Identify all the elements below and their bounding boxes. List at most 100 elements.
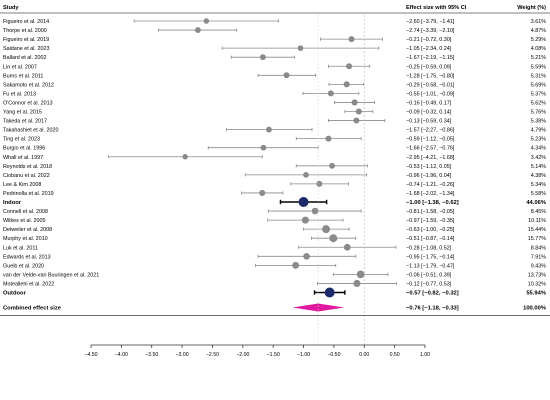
study-effect-ci: −0.97 [−1.59, −0.35]	[406, 218, 455, 224]
overall-effect-ci: −0.76 [−1.18, −0.33]	[406, 306, 459, 312]
study-marker	[355, 108, 362, 115]
study-effect-ci: −0.29 [−0.58, −0.01]	[406, 82, 455, 88]
study-effect-ci: −2.95 [−4.21, −1.68]	[406, 155, 455, 161]
study-effect-ci: −1.13 [−1.79, −0.47]	[406, 263, 455, 269]
study-effect-ci: −0.95 [−1.75, −0.14]	[406, 254, 455, 260]
study-effect-ci: −0.25 [−0.59, 0.09]	[406, 64, 452, 70]
x-tick-label: −2.00	[236, 352, 249, 358]
study-weight: 4.34%	[531, 146, 546, 152]
study-marker	[348, 36, 355, 43]
study-weight: 8.45%	[531, 209, 546, 215]
x-tick-label: −2.50	[206, 352, 219, 358]
study-weight: 5.34%	[531, 182, 546, 188]
study-weight: 13.73%	[528, 272, 546, 278]
subgroup-weight: 55.94%	[526, 291, 546, 297]
study-marker	[316, 180, 323, 187]
study-label: Saidane et al. 2023	[3, 46, 49, 52]
study-weight: 4.38%	[531, 173, 546, 179]
study-weight: 4.87%	[531, 28, 546, 34]
study-label: Burgio et al. 1996	[3, 146, 45, 152]
study-label: Pedrinolla et al. 2019	[3, 191, 54, 197]
study-effect-ci: −2.60 [−3.79, −1.41]	[406, 19, 455, 25]
study-label: Wilkes et al. 2005	[3, 218, 46, 224]
study-label: Edwards et al. 2013	[3, 254, 51, 260]
study-label: Reynolds et al. 2018	[3, 164, 52, 170]
study-effect-ci: −1.68 [−2.02, −1.34]	[406, 191, 455, 197]
study-marker	[303, 253, 310, 260]
study-label: Burns et al. 2011	[3, 73, 43, 79]
study-label: O'Connor et al. 2013	[3, 100, 53, 106]
study-weight: 4.08%	[531, 46, 546, 52]
study-effect-ci: −1.05 [−2.34, 0.24]	[406, 46, 452, 52]
study-marker	[356, 270, 365, 279]
study-marker	[343, 81, 350, 88]
study-marker	[325, 135, 332, 142]
study-weight: 3.61%	[531, 19, 546, 25]
x-tick-label: −3.50	[145, 352, 158, 358]
study-marker	[346, 63, 353, 70]
study-marker	[182, 154, 188, 160]
study-label: Thorpe et al. 2000	[3, 28, 47, 34]
study-marker	[353, 117, 360, 124]
study-label: Connell et al. 2008	[3, 209, 48, 215]
study-marker	[297, 45, 304, 51]
study-effect-ci: −0.21 [−0.72, 0.30]	[406, 37, 452, 43]
x-tick-label: −0.50	[327, 352, 340, 358]
study-weight: 4.79%	[531, 128, 546, 134]
study-weight: 5.58%	[531, 191, 546, 197]
x-tick-label: 0.50	[390, 352, 400, 358]
study-label: van der Velde-van Buuringen et al. 2021	[3, 272, 99, 278]
study-label: Ballard et al. 2002	[3, 55, 46, 61]
header-effect-size: Effect size with 95% CI	[406, 5, 467, 11]
study-weight: 15.77%	[528, 236, 546, 242]
subgroup-effect-ci: −1.00 [−1.38, −0.62]	[406, 200, 459, 206]
x-tick-label: −3.00	[176, 352, 189, 358]
study-weight: 5.76%	[531, 110, 546, 116]
header-weight: Weight (%)	[517, 5, 546, 11]
study-marker	[266, 126, 272, 133]
study-marker	[259, 54, 266, 61]
subgroup-label: Outdoor	[3, 291, 27, 297]
study-weight: 8.84%	[531, 245, 546, 251]
study-label: Gueib et al. 2020	[3, 263, 44, 269]
study-effect-ci: −0.51 [−0.87, −0.14]	[406, 236, 455, 242]
study-marker	[343, 243, 351, 251]
study-label: Ting et al. 2023	[3, 137, 40, 143]
study-weight: 5.29%	[531, 37, 546, 43]
x-tick-label: −4.00	[115, 352, 128, 358]
study-label: Murphy et al. 2010	[3, 236, 48, 242]
study-effect-ci: −0.28 [−1.08, 0.52]	[406, 245, 452, 251]
study-weight: 10.11%	[528, 218, 546, 224]
study-label: Fu et al. 2013	[3, 91, 36, 97]
study-effect-ci: −0.13 [−0.59, 0.34]	[406, 119, 452, 125]
study-marker	[322, 225, 330, 234]
study-marker	[351, 99, 358, 106]
subgroup-marker	[298, 197, 309, 207]
study-marker	[194, 27, 201, 33]
study-effect-ci: −0.63 [−1.00, −0.25]	[406, 227, 455, 233]
header-study: Study	[3, 5, 19, 11]
study-marker	[259, 189, 266, 196]
study-weight: 5.59%	[531, 64, 546, 70]
study-weight: 5.14%	[531, 164, 546, 170]
study-label: Moteallehi et al. 2022	[3, 281, 54, 287]
x-tick-label: 1.00	[420, 352, 430, 358]
study-effect-ci: −0.06 [−0.51, 0.39]	[406, 272, 452, 278]
overall-weight: 100.00%	[523, 306, 546, 312]
study-effect-ci: −0.16 [−0.49, 0.17]	[406, 100, 452, 106]
study-effect-ci: −0.09 [−0.32, 0.14]	[406, 110, 452, 116]
study-label: Figueiro et al. 2014	[3, 19, 49, 25]
study-effect-ci: −0.59 [−1.12, −0.05]	[406, 137, 455, 143]
overall-diamond	[292, 303, 345, 312]
study-marker	[327, 90, 334, 97]
study-effect-ci: −0.53 [−1.12, 0.05]	[406, 164, 452, 170]
study-marker	[329, 162, 336, 169]
study-weight: 5.69%	[531, 82, 546, 88]
study-label: Lee & Kim 2008	[3, 182, 41, 188]
study-weight: 7.91%	[531, 254, 546, 260]
study-label: Sakamoto et al. 2012	[3, 82, 54, 88]
subgroup-label: Indoor	[3, 200, 22, 206]
study-effect-ci: −0.96 [−1.96, 0.04]	[406, 173, 452, 179]
subgroup-effect-ci: −0.57 [−0.82, −0.32]	[406, 291, 459, 297]
